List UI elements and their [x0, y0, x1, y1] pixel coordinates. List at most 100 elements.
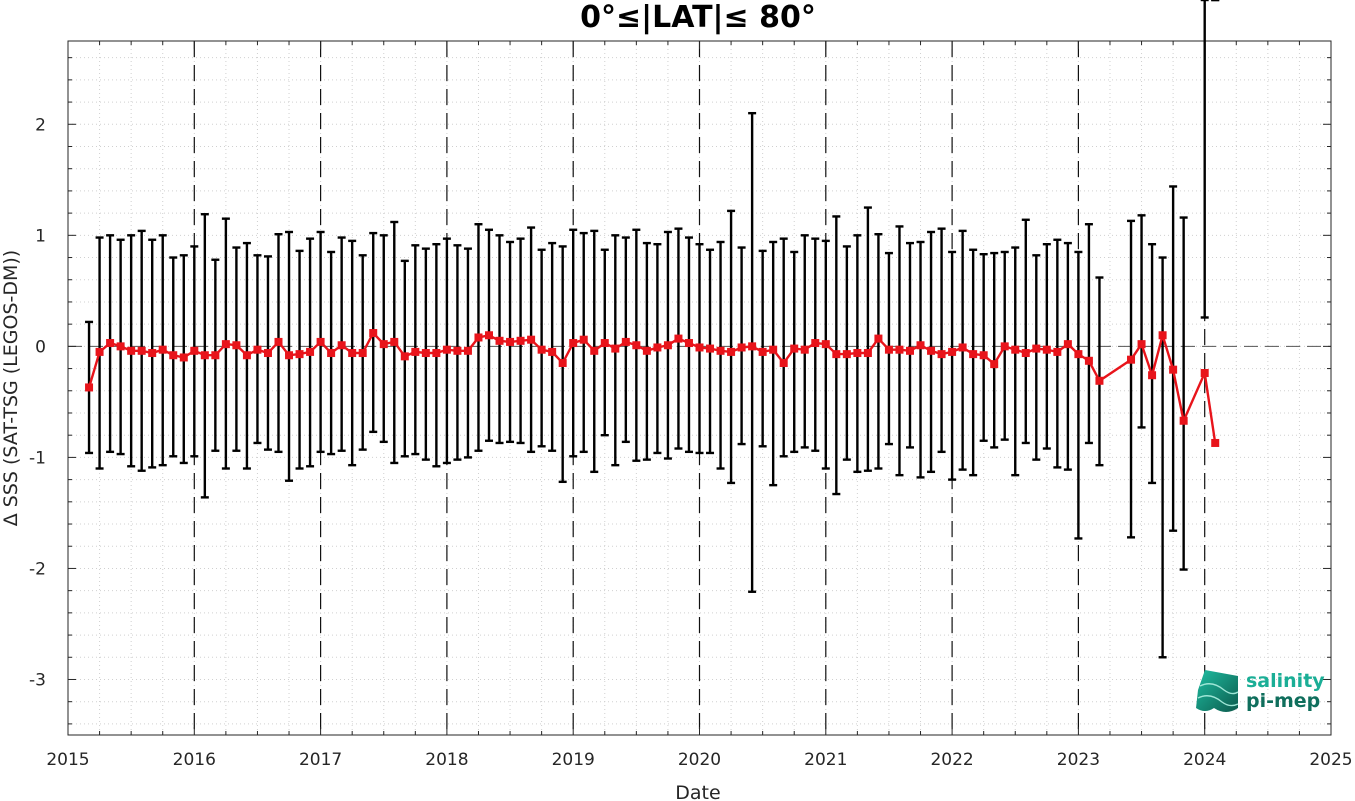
data-point — [600, 339, 609, 348]
data-point — [1074, 350, 1083, 359]
y-tick-label: -3 — [29, 670, 46, 690]
x-tick-label: 2020 — [678, 750, 721, 770]
y-tick-label: 2 — [35, 115, 46, 135]
data-point — [611, 344, 620, 353]
data-point — [1137, 340, 1146, 349]
data-point — [832, 350, 841, 359]
data-point — [516, 336, 525, 345]
data-point — [716, 346, 725, 355]
x-tick-label: 2022 — [930, 750, 973, 770]
grid — [67, 41, 1332, 735]
x-tick-label: 2025 — [1309, 750, 1352, 770]
data-point — [442, 345, 451, 354]
data-point — [474, 333, 483, 342]
data-point — [569, 339, 578, 348]
data-point — [306, 347, 315, 356]
chart-title: 0°≤|LAT|≤ 80° — [580, 0, 816, 35]
data-point — [621, 337, 630, 346]
error-bars — [85, 0, 1220, 659]
data-point — [116, 342, 125, 351]
data-point — [411, 347, 420, 356]
salinity-pi-mep-logo: salinity pi-mep — [1196, 670, 1325, 712]
data-point — [232, 341, 241, 350]
y-tick-label: 0 — [35, 337, 46, 357]
y-tick-label: 1 — [35, 226, 46, 246]
logo-wave-icon — [1196, 670, 1239, 712]
data-point — [358, 349, 367, 358]
data-point — [1200, 369, 1209, 378]
x-tick-labels: 2015 2016 2017 2018 2019 2020 2021 2022 2023 2024… — [46, 750, 1352, 770]
data-point — [1063, 340, 1072, 349]
data-point — [632, 341, 641, 350]
data-point — [190, 346, 199, 355]
y-axis-label: Δ SSS (SAT-TSG (LEGOS-DM)) — [0, 250, 22, 526]
data-point — [990, 360, 999, 369]
data-point — [916, 341, 925, 350]
data-point — [1095, 376, 1104, 385]
x-tick-label: 2019 — [552, 750, 595, 770]
data-point — [790, 344, 799, 353]
data-point — [1021, 349, 1030, 358]
data-point — [653, 343, 662, 352]
data-point — [769, 345, 778, 354]
data-point — [379, 340, 388, 349]
data-point — [1148, 371, 1157, 380]
x-tick-label: 2016 — [173, 750, 216, 770]
data-point — [316, 337, 325, 346]
data-point — [1169, 365, 1178, 374]
data-point — [695, 343, 704, 352]
y-tick-label: -2 — [29, 559, 46, 579]
data-point — [663, 341, 672, 350]
data-point — [169, 351, 178, 360]
data-point — [727, 347, 736, 356]
data-point — [211, 351, 220, 360]
data-point — [737, 343, 746, 352]
data-point — [863, 349, 872, 358]
data-point — [800, 345, 809, 354]
data-point — [253, 345, 262, 354]
x-tick-label: 2021 — [804, 750, 847, 770]
data-point — [337, 341, 346, 350]
data-point — [158, 345, 167, 354]
data-point — [1011, 345, 1020, 354]
logo-text-pi-mep: pi-mep — [1246, 690, 1320, 712]
series-markers — [85, 329, 1220, 447]
data-point — [327, 349, 336, 358]
data-point — [590, 346, 599, 355]
data-point — [148, 349, 157, 358]
data-point — [548, 347, 557, 356]
data-point — [811, 339, 820, 348]
data-point — [969, 350, 978, 359]
data-point — [495, 336, 504, 345]
data-point — [485, 331, 493, 340]
data-point — [579, 335, 588, 344]
data-point — [1211, 438, 1220, 447]
data-point — [821, 340, 830, 349]
data-point — [1053, 347, 1062, 356]
x-tick-label: 2024 — [1183, 750, 1226, 770]
x-tick-label: 2017 — [299, 750, 342, 770]
data-point — [137, 346, 146, 355]
data-point — [285, 351, 294, 360]
data-point — [85, 383, 94, 392]
y-tick-label: -1 — [29, 448, 46, 468]
data-point — [927, 346, 936, 355]
data-point — [895, 345, 904, 354]
data-point — [95, 347, 104, 356]
data-point — [463, 346, 472, 355]
x-tick-label: 2018 — [425, 750, 468, 770]
axis-ticks — [67, 41, 1332, 735]
data-point — [242, 351, 251, 360]
data-point — [390, 337, 399, 346]
data-point — [748, 342, 757, 351]
y-tick-labels: -3 -2 -1 0 1 2 — [29, 115, 46, 690]
data-point — [348, 349, 357, 358]
x-axis-label: Date — [675, 782, 720, 801]
data-point — [979, 351, 988, 360]
data-point — [758, 347, 767, 356]
data-point — [537, 345, 546, 354]
x-tick-label: 2023 — [1057, 750, 1100, 770]
data-point — [706, 344, 715, 353]
data-point — [295, 350, 304, 359]
